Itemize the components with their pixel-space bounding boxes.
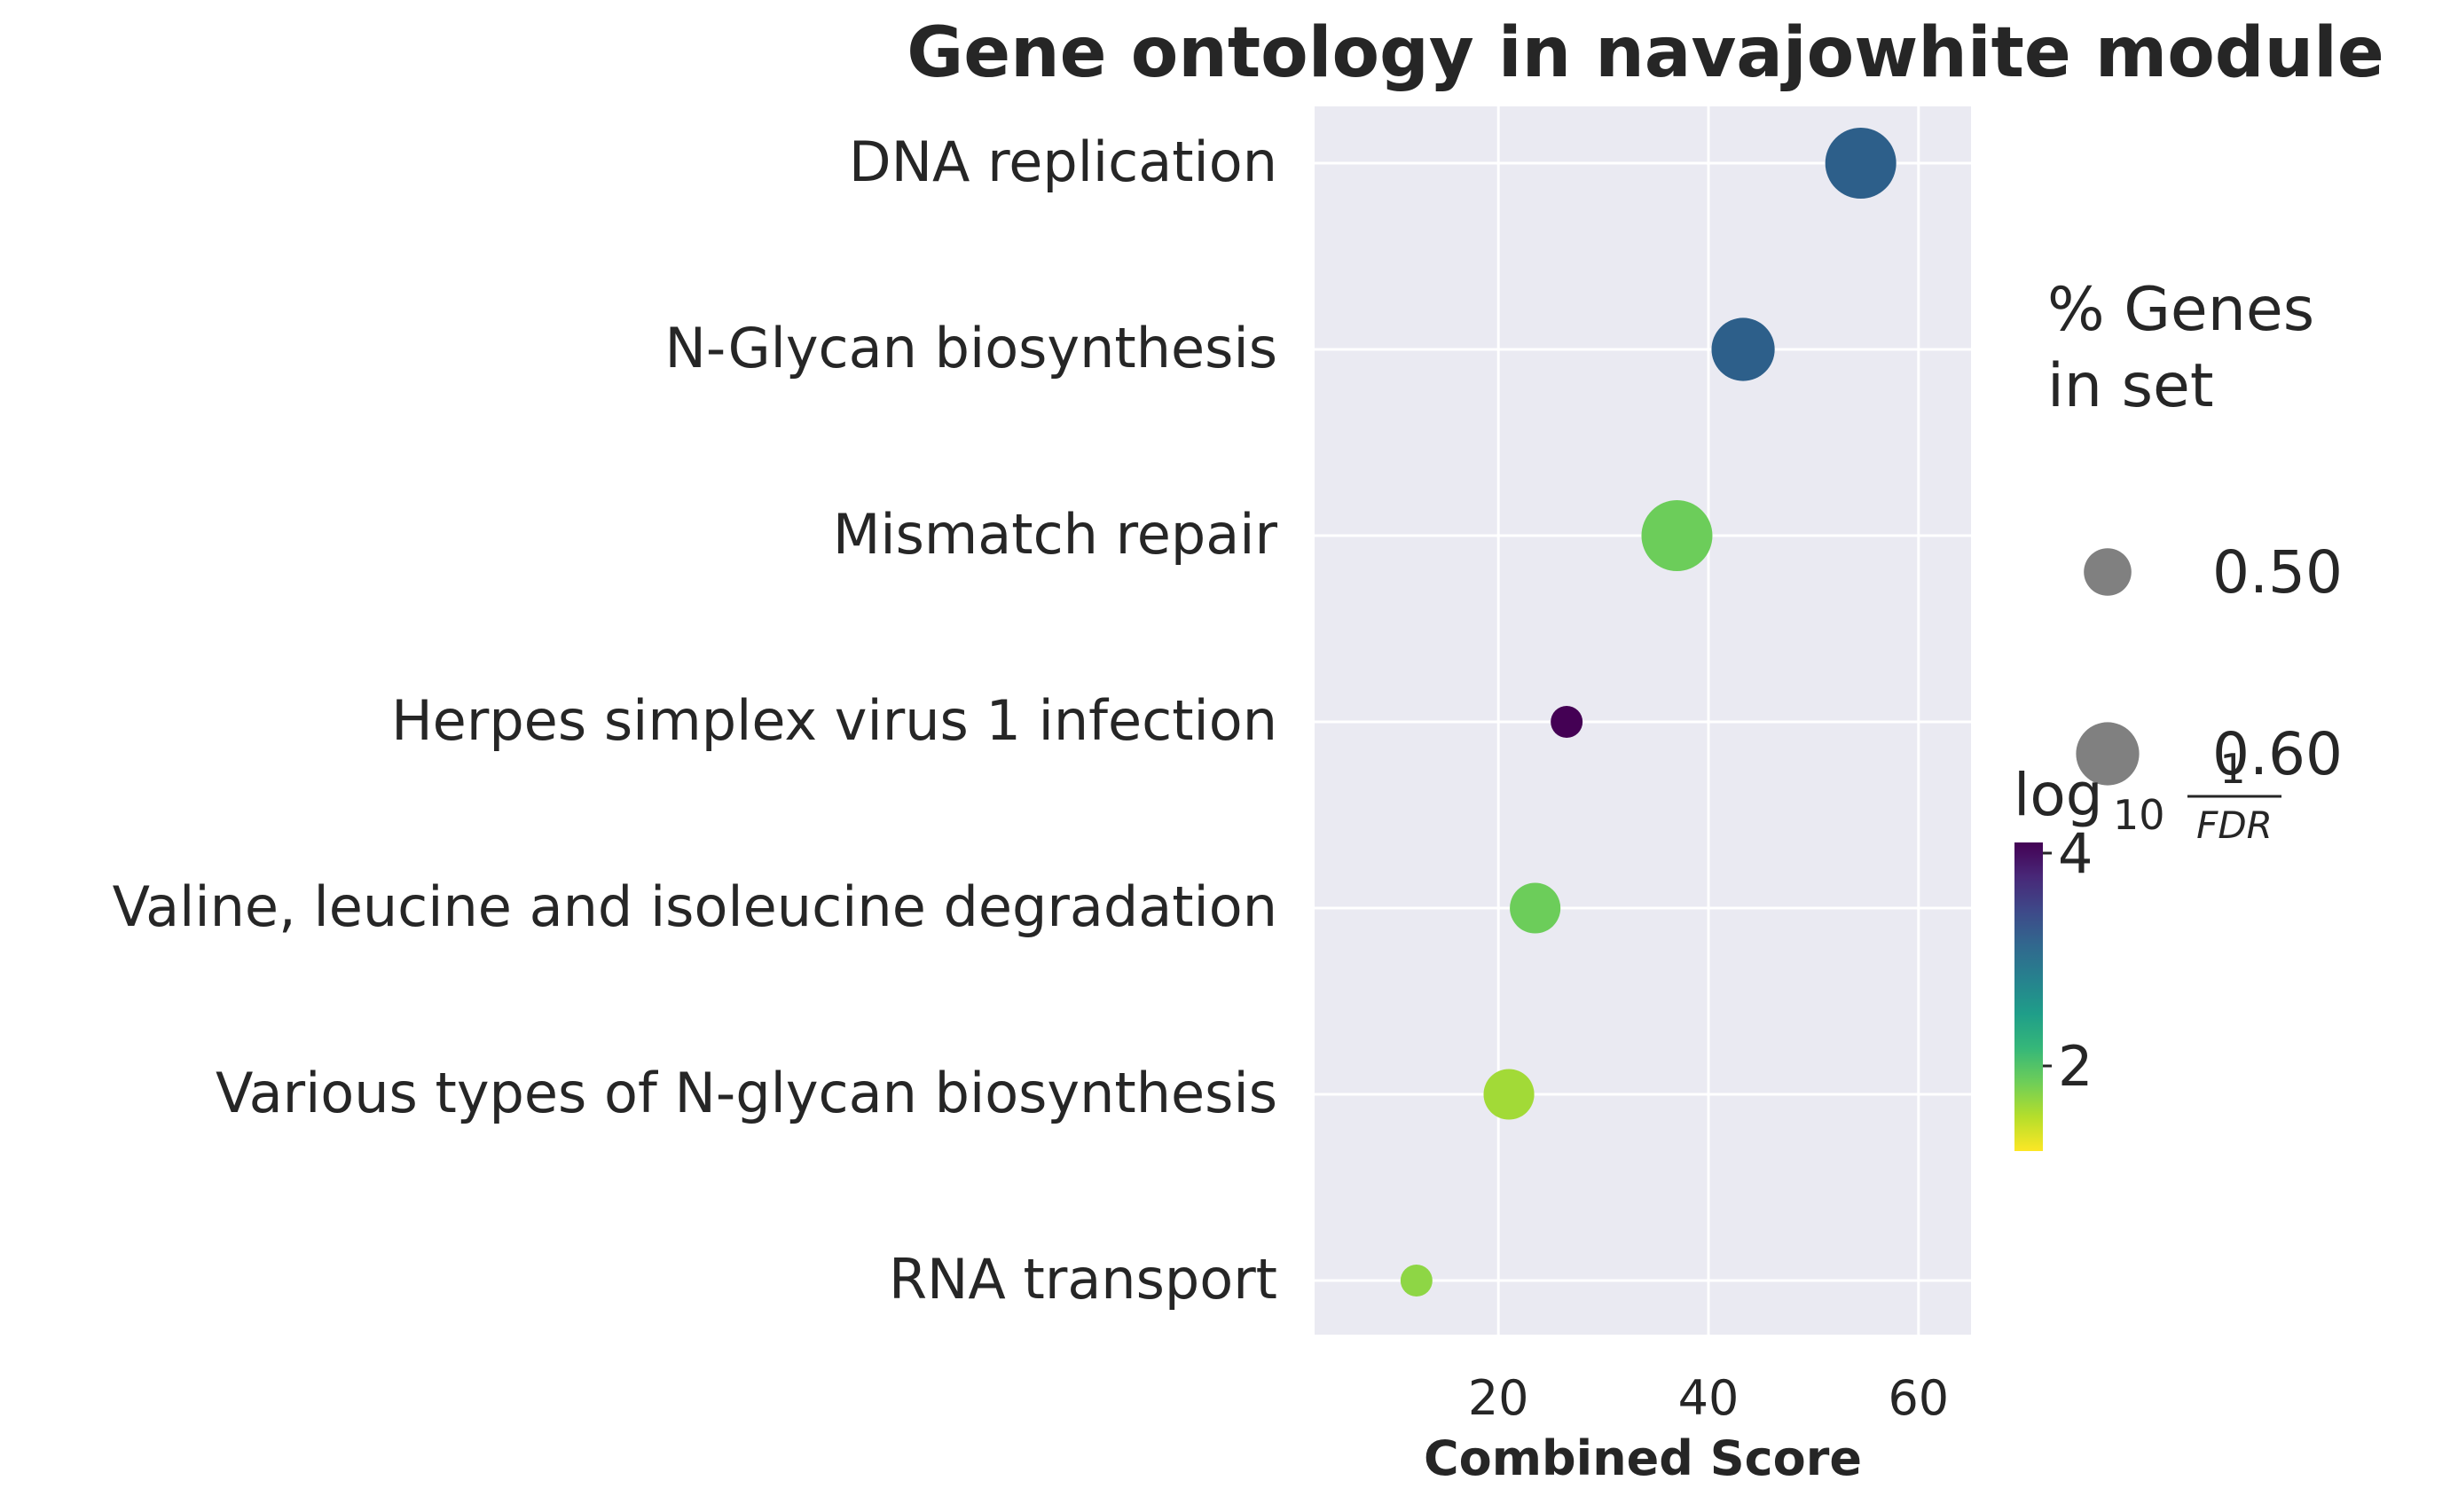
size-legend-label: 0.50 xyxy=(2212,538,2343,607)
colorbar: log 10 1 FDR 24 xyxy=(2014,745,2281,1151)
y-tick-label: Various types of N-glycan biosynthesis xyxy=(216,1061,1277,1125)
y-tick-label: N-Glycan biosynthesis xyxy=(665,316,1277,380)
y-tick-label: Valine, leucine and isoleucine degradati… xyxy=(113,874,1277,939)
colorbar-frac-den: FDR xyxy=(2196,803,2273,847)
x-tick-label: 40 xyxy=(1678,1370,1739,1426)
data-point xyxy=(1641,500,1713,571)
colorbar-tick-label: 2 xyxy=(2058,1034,2093,1099)
size-legend-label: 0.60 xyxy=(2212,720,2343,788)
data-point xyxy=(1400,1265,1433,1297)
y-tick-label: RNA transport xyxy=(889,1247,1277,1312)
chart-title: Gene ontology in navajowhite module xyxy=(907,13,2384,93)
colorbar-label-sub: 10 xyxy=(2113,791,2165,839)
size-legend-marker xyxy=(2076,722,2140,786)
colorbar-bar xyxy=(2014,842,2043,1151)
data-point xyxy=(1711,317,1775,381)
size-legend: % Genes in set 0.50 0.60 xyxy=(2047,275,2343,788)
colorbar-tick-label: 4 xyxy=(2058,821,2093,886)
colorbar-ticks: 24 xyxy=(2043,821,2093,1099)
data-point xyxy=(1483,1069,1535,1120)
y-tick-label: Mismatch repair xyxy=(833,502,1278,567)
size-legend-entries: 0.50 0.60 xyxy=(2076,538,2343,788)
colorbar-frac-num: 1 xyxy=(2219,745,2245,793)
y-tick-labels: DNA replication N-Glycan biosynthesis Mism… xyxy=(113,129,1278,1312)
data-point xyxy=(1551,706,1583,738)
data-point xyxy=(1825,128,1897,199)
x-tick-label: 20 xyxy=(1468,1370,1529,1426)
y-tick-label: DNA replication xyxy=(849,129,1277,194)
grid xyxy=(1315,106,1971,1335)
data-point xyxy=(1510,882,1561,934)
x-tick-labels: 20 40 60 xyxy=(1468,1370,1949,1426)
colorbar-label-log: log xyxy=(2014,761,2103,829)
y-tick-label: Herpes simplex virus 1 infection xyxy=(391,688,1277,753)
size-legend-title-line1: % Genes xyxy=(2047,275,2314,345)
data-points xyxy=(1400,128,1897,1297)
size-legend-title-line2: in set xyxy=(2047,351,2214,421)
size-legend-marker xyxy=(2084,548,2132,596)
x-axis-label: Combined Score xyxy=(1424,1430,1862,1486)
x-tick-label: 60 xyxy=(1888,1370,1949,1426)
